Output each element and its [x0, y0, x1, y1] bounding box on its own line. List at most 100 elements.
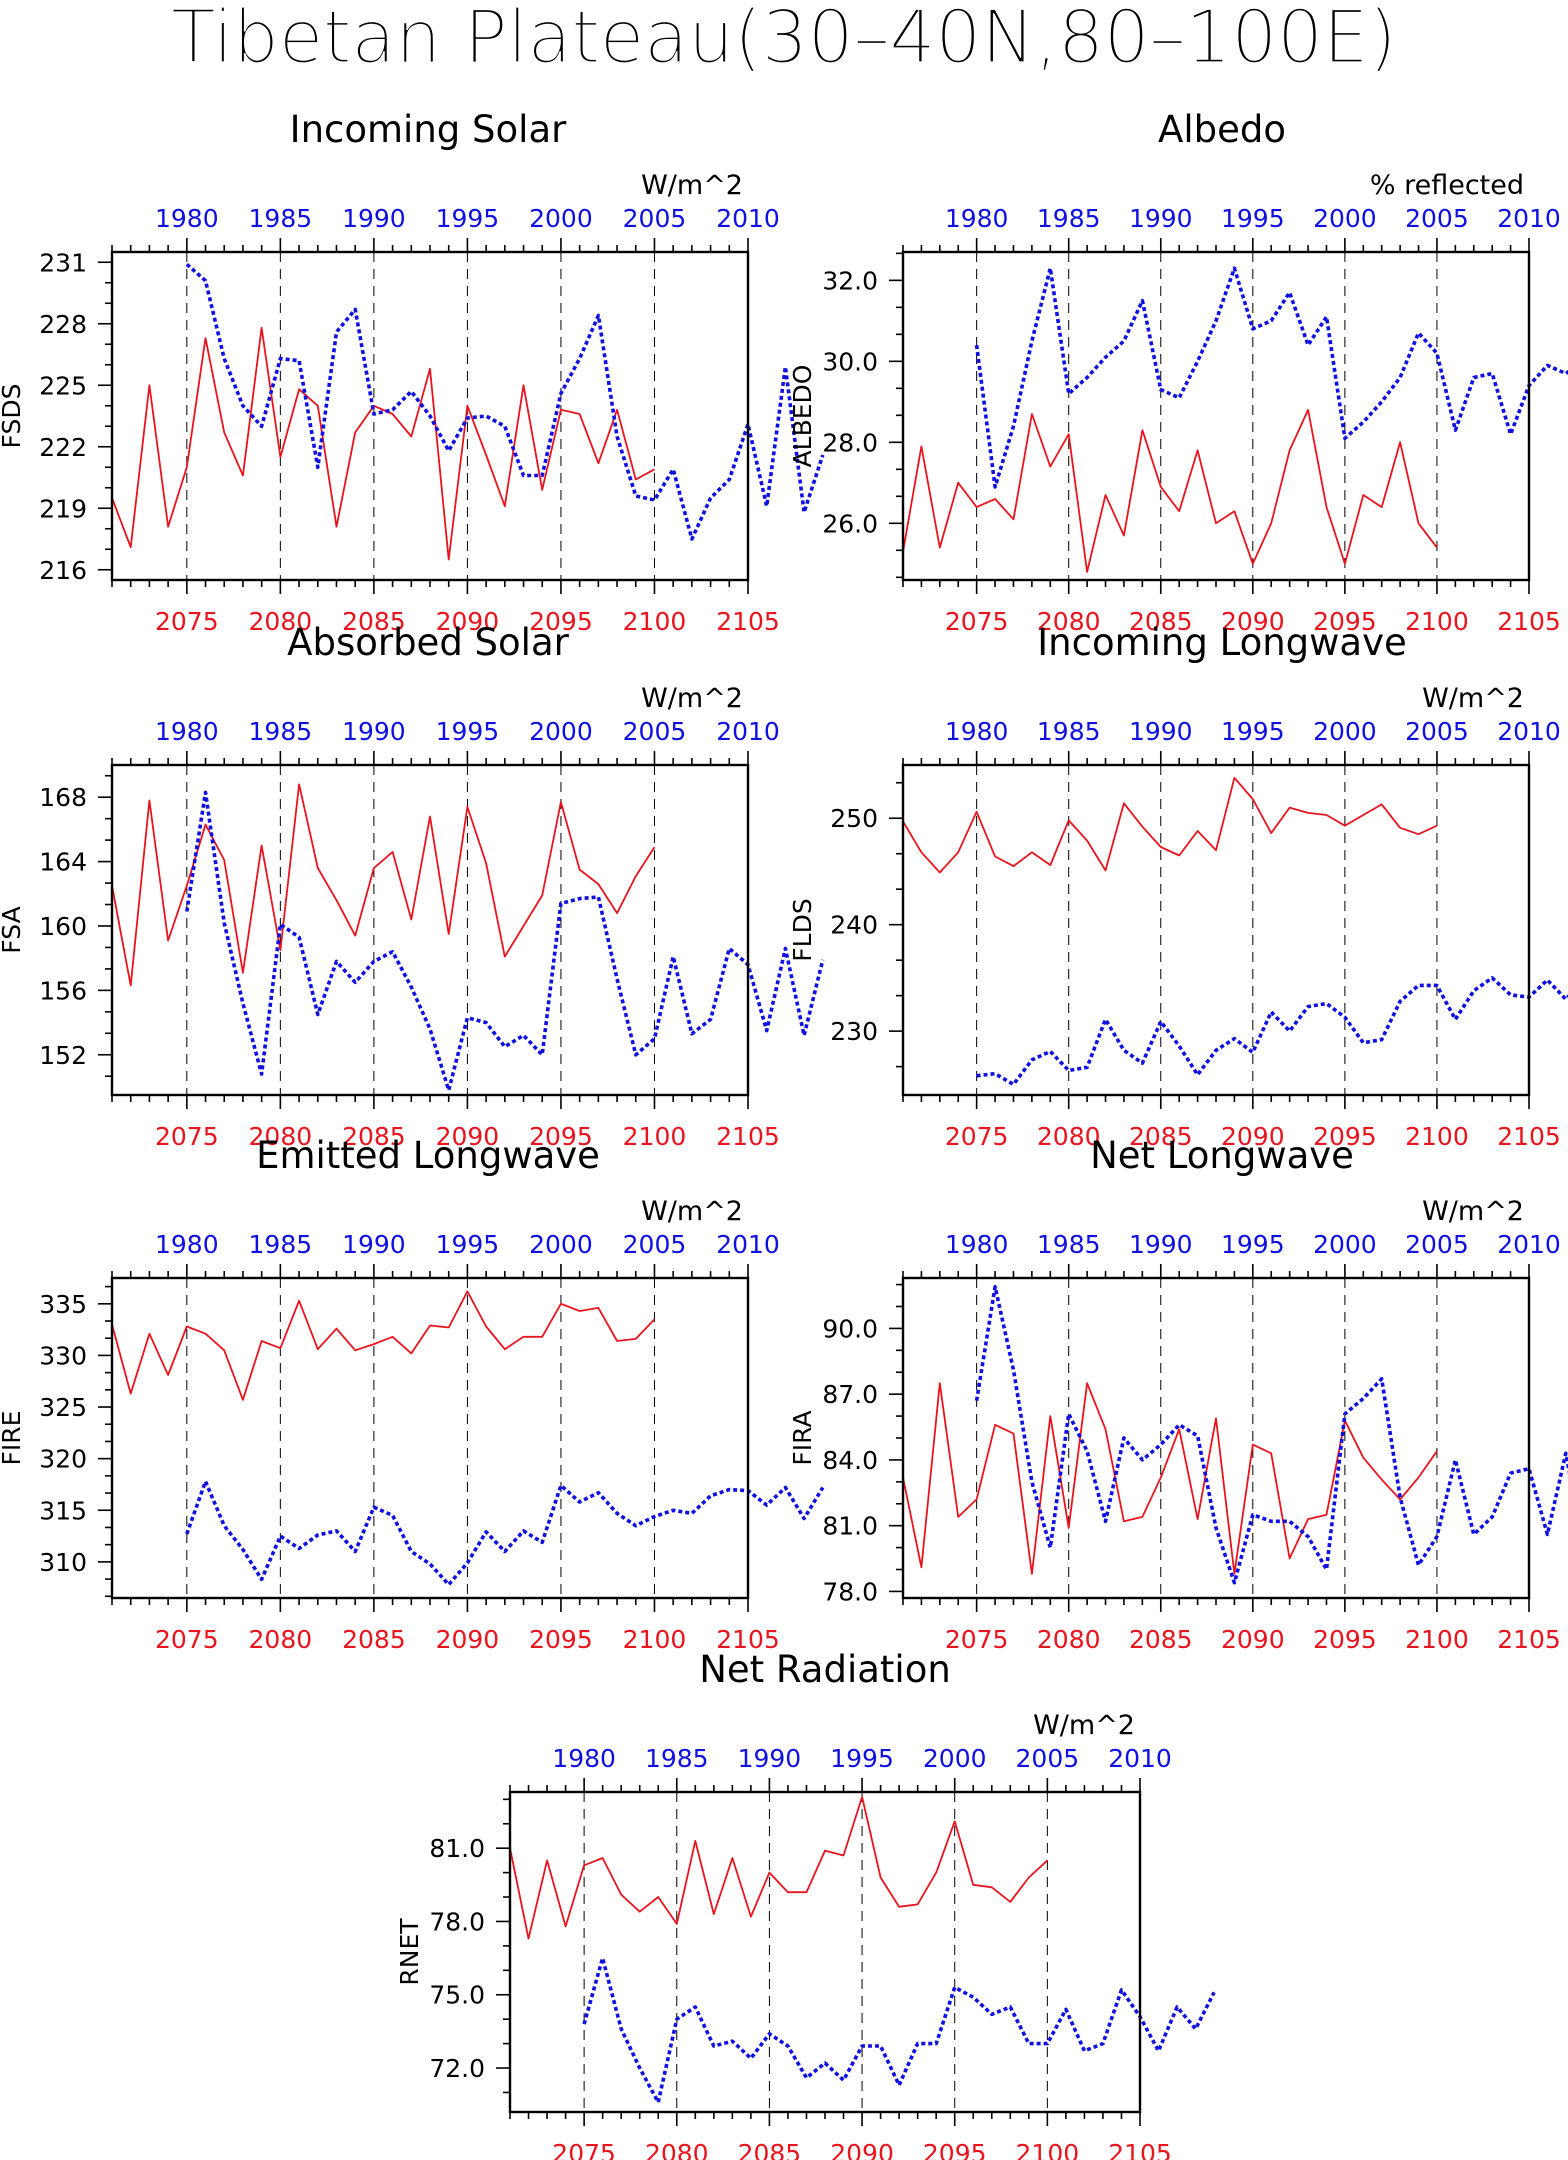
y-tick-label: 160 — [39, 912, 87, 941]
series-line-present — [582, 1956, 1216, 2104]
x-tick-label-top: 1985 — [1037, 1230, 1101, 1259]
series-line-future — [902, 1382, 1438, 1575]
x-tick-label-bottom: 2105 — [1497, 1122, 1561, 1151]
series-line-future — [509, 1796, 1049, 1940]
panel-title: Emitted Longwave — [256, 1134, 600, 1177]
plot-frame — [901, 1276, 1531, 1600]
x-tick-label-bottom: 2100 — [1016, 2139, 1080, 2160]
x-tick-label-bottom: 2100 — [1405, 1122, 1469, 1151]
y-tick-label: 78.0 — [429, 1907, 485, 1936]
panel-title: Net Longwave — [1090, 1134, 1354, 1177]
x-tick-label-bottom: 2100 — [1405, 607, 1469, 636]
x-tick-label-bottom: 2095 — [529, 1122, 593, 1151]
x-tick-label-top: 2005 — [623, 1230, 687, 1259]
x-tick-label-top: 2000 — [529, 717, 593, 746]
x-tick-label-top: 1995 — [436, 717, 500, 746]
y-tick-label: 335 — [39, 1290, 87, 1319]
x-tick-label-top: 1980 — [945, 1230, 1009, 1259]
series-line-future — [111, 783, 656, 987]
panel-albedo: Albedo % reflected 2075 2080 2085 2090 2095 210… — [788, 108, 1568, 636]
y-tick-label: 30.0 — [822, 347, 878, 376]
series-line-present — [185, 1479, 825, 1587]
x-tick-label-top: 2010 — [716, 204, 780, 233]
x-tick-label-bottom: 2105 — [1497, 1625, 1561, 1654]
series-line-future — [111, 326, 655, 561]
x-tick-label-bottom: 2095 — [923, 2139, 987, 2160]
y-axis-label: FSDS — [0, 384, 26, 449]
y-tick-label: 231 — [39, 248, 87, 277]
x-tick-label-top: 1980 — [155, 717, 219, 746]
y-tick-label: 90.0 — [822, 1314, 878, 1343]
x-tick-label-bottom: 2080 — [249, 1625, 313, 1654]
panel-rnet: Net Radiation W/m^2 2075 2080 2085 2090 2095 21… — [395, 1648, 1216, 2160]
y-tick-label: 164 — [39, 848, 87, 877]
unit-label: W/m^2 — [641, 170, 743, 201]
y-axis-label: FSA — [0, 906, 26, 953]
y-axis-label: RNET — [395, 1918, 424, 1986]
x-tick-label-bottom: 2085 — [342, 1122, 406, 1151]
x-tick-label-top: 1990 — [342, 1230, 406, 1259]
x-tick-label-bottom: 2085 — [1129, 1122, 1193, 1151]
x-tick-label-top: 1990 — [1129, 717, 1193, 746]
x-tick-label-bottom: 2090 — [1221, 607, 1285, 636]
x-tick-label-bottom: 2080 — [249, 607, 313, 636]
x-tick-label-top: 1985 — [645, 1744, 709, 1773]
y-tick-label: 168 — [39, 783, 87, 812]
x-tick-label-bottom: 2090 — [436, 607, 500, 636]
x-tick-label-bottom: 2080 — [1037, 1625, 1101, 1654]
y-axis-label: FIRE — [0, 1411, 26, 1466]
x-tick-label-bottom: 2080 — [249, 1122, 313, 1151]
panel-fsa: Absorbed Solar W/m^2 2075 2080 2085 2090 2095 2… — [0, 621, 825, 1151]
x-tick-label-top: 2005 — [623, 717, 687, 746]
x-tick-label-top: 1985 — [249, 204, 313, 233]
x-tick-label-bottom: 2085 — [1129, 607, 1193, 636]
x-tick-label-bottom: 2090 — [1221, 1625, 1285, 1654]
x-tick-label-bottom: 2095 — [1313, 1625, 1377, 1654]
panel-title: Net Radiation — [699, 1648, 951, 1691]
x-tick-label-bottom: 2095 — [529, 607, 593, 636]
x-tick-label-bottom: 2100 — [623, 1122, 687, 1151]
y-tick-label: 216 — [39, 556, 87, 585]
y-tick-label: 84.0 — [822, 1446, 878, 1475]
unit-label: W/m^2 — [1033, 1710, 1135, 1741]
x-tick-label-bottom: 2090 — [1221, 1122, 1285, 1151]
x-tick-label-bottom: 2075 — [945, 607, 1009, 636]
x-tick-label-top: 2000 — [529, 204, 593, 233]
x-tick-label-top: 2010 — [716, 1230, 780, 1259]
x-tick-label-top: 2005 — [1016, 1744, 1080, 1773]
x-tick-label-top: 1990 — [738, 1744, 802, 1773]
x-tick-label-bottom: 2090 — [436, 1625, 500, 1654]
x-tick-label-top: 1980 — [945, 204, 1009, 233]
panel-title: Albedo — [1158, 108, 1286, 151]
x-tick-label-top: 2005 — [1405, 717, 1469, 746]
y-tick-label: 250 — [830, 804, 878, 833]
x-tick-label-bottom: 2105 — [1497, 607, 1561, 636]
x-tick-label-top: 1990 — [1129, 1230, 1193, 1259]
y-tick-label: 26.0 — [822, 509, 878, 538]
y-tick-label: 87.0 — [822, 1380, 878, 1409]
y-tick-label: 225 — [39, 371, 87, 400]
y-tick-label: 230 — [830, 1017, 878, 1046]
x-tick-label-bottom: 2085 — [738, 2139, 802, 2160]
y-tick-label: 156 — [39, 976, 87, 1005]
x-tick-label-bottom: 2100 — [1405, 1625, 1469, 1654]
x-tick-label-bottom: 2080 — [1037, 607, 1101, 636]
x-tick-label-bottom: 2080 — [1037, 1122, 1101, 1151]
series-line-present — [185, 790, 825, 1092]
panel-title: Incoming Solar — [290, 108, 567, 151]
figure-title: Tibetan Plateau(30–40N,80–100E) — [171, 0, 1396, 79]
unit-label: W/m^2 — [641, 1196, 743, 1227]
x-tick-label-top: 2010 — [716, 717, 780, 746]
x-tick-label-top: 2010 — [1497, 204, 1561, 233]
y-tick-label: 315 — [39, 1496, 87, 1525]
x-tick-label-bottom: 2095 — [1313, 1122, 1377, 1151]
x-tick-label-top: 2010 — [1497, 717, 1561, 746]
panel-fira: Net Longwave W/m^2 2075 2080 2085 2090 2095 210… — [788, 1134, 1568, 1654]
x-tick-label-top: 1995 — [436, 1230, 500, 1259]
x-tick-label-top: 1985 — [249, 1230, 313, 1259]
x-tick-label-bottom: 2080 — [645, 2139, 709, 2160]
unit-label: W/m^2 — [1422, 683, 1524, 714]
x-tick-label-bottom: 2100 — [623, 1625, 687, 1654]
x-tick-label-bottom: 2105 — [716, 607, 780, 636]
